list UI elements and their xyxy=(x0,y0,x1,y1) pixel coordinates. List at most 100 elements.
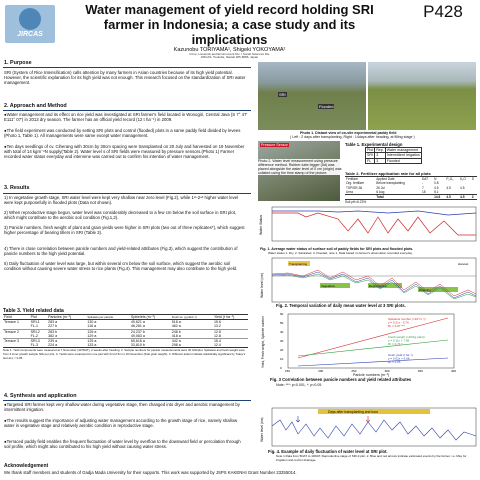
table-2-cell: 7 xyxy=(421,185,424,190)
section-2-heading: 2. Approach and Method xyxy=(4,103,67,109)
fig-1-caption: Fig. 1. Average water status of surface … xyxy=(260,247,414,251)
fig-4-note: Note 1.Data from 5DAT to 19DAT. Reproduc… xyxy=(276,454,467,462)
table-3-cell: 442 a xyxy=(171,339,181,344)
table-2-cell: 3 xyxy=(471,194,474,199)
table-3-cell: 116 a xyxy=(87,324,97,329)
fig-2-stage-label: Reproductive xyxy=(369,284,387,288)
table-3-cell: 49,083 a xyxy=(130,333,145,338)
fig-3-chart: Yield, Fresh weight, Spikelet number 150… xyxy=(261,312,456,373)
table-3-cell: 283 a xyxy=(48,320,58,325)
table-3-cell: Terrace 1 xyxy=(4,320,19,325)
fig-3-ytick: 20 xyxy=(280,348,284,352)
table-3-row: Terrace 3 SRI-3 239 a 125 a 65,616 a 442 a 15.… xyxy=(3,338,248,344)
table-2-cell: 4.5 xyxy=(446,194,451,199)
table-3-cell: FL-2 xyxy=(30,333,38,338)
logo: JIRCAS xyxy=(5,5,55,43)
table-2-header: Applied Date xyxy=(376,177,395,182)
photo-1-label-sri: SRI xyxy=(278,92,287,97)
fig-2-series xyxy=(271,273,477,300)
section-1-heading: 1. Purpose xyxy=(4,60,32,66)
photo-1-right xyxy=(368,62,476,130)
fig-2-stage-label: Ripening xyxy=(419,288,431,292)
authors: Kazunobu TORIYAMA¹, Shigeki YOKOYAMA² xyxy=(173,47,286,53)
fig-1-frame xyxy=(271,206,477,242)
fig-3-fit-line xyxy=(297,339,449,357)
section-2-bullet-1: ●Water management and its effect on rice… xyxy=(4,112,248,122)
photo-2-label: Pressure Sensor xyxy=(260,143,289,147)
fig-1-sri-line xyxy=(272,212,476,236)
table-2-cell: 5.1 xyxy=(434,189,439,194)
fig-1: Water Status Fig. 1. Average water statu… xyxy=(258,205,478,257)
photo-1-caption: Photo 1. Distant view of on-site experim… xyxy=(300,131,397,135)
fig-3-ytick: 60 xyxy=(280,312,284,316)
table-1-cell: 3 xyxy=(374,157,386,164)
fig-1-chart: Water Status xyxy=(259,206,477,242)
table-2-cell: 4.5 xyxy=(460,194,465,199)
table-3-cell: 65,616 a xyxy=(130,339,145,344)
table-3-header: Plot xyxy=(30,315,37,319)
table-3-cell: 246 b xyxy=(171,329,181,334)
table-2-grid: Fertilizer Applied Date DAT N P₂O₅ K₂O S… xyxy=(345,176,477,201)
fig-1-flooded-line xyxy=(272,210,477,216)
affiliation-1: ¹Crop, Livestock and Environment Div. ² … xyxy=(189,52,270,56)
table-2-cell: Total xyxy=(376,194,384,199)
fig-4-banner-label: Days after transplanting and hour xyxy=(328,410,379,414)
table-2-cell: Before transplanting xyxy=(376,181,405,186)
fig-3: Yield, Fresh weight, Spikelet number 150… xyxy=(258,312,478,387)
table-2-title: Table 2. Fertilizer application rate for… xyxy=(345,171,431,176)
table-3-cell: 239 a xyxy=(48,339,58,344)
table-3-grid: Field Plot Panicles (m⁻²) Spikelets per … xyxy=(3,314,248,349)
table-2-note: Soil pH=6.23% xyxy=(345,200,367,205)
table-3-header: Spikelets (m⁻²) xyxy=(130,315,155,319)
fig-4-banner xyxy=(318,409,430,414)
fig-2-stage-band xyxy=(320,283,350,288)
table-1-cell: Flooded xyxy=(384,157,422,164)
table-3-header: Yield (t ha⁻¹) xyxy=(213,315,235,319)
section-4-bullet-3: ●Terraced paddy field enables the freque… xyxy=(4,439,241,449)
result-4: 4) There is close correlation between pa… xyxy=(4,246,238,256)
table-3-cell: 130 a xyxy=(87,320,97,325)
table-2-cell: Urea xyxy=(346,189,353,194)
fig-4: Days after transplanting and hour Water … xyxy=(258,406,478,464)
result-2: 2) When reproductive stage begun, water … xyxy=(4,210,237,220)
fig-2-stage-label: Harvest xyxy=(458,262,469,266)
table-3: Table 3. Yield related data Field Plot P… xyxy=(3,308,251,360)
table-1-header: Water management xyxy=(384,147,422,154)
table-3-cell: SRI-2 xyxy=(30,329,40,334)
section-2-rule xyxy=(3,110,251,111)
result-1: 1) In vegetative growth stage, SRI water… xyxy=(4,195,239,205)
fig-3-series-label: R² = 0.65 xyxy=(388,360,401,364)
photo-1-note: ( Left : 2 days after transplanting, Rig… xyxy=(290,135,415,139)
table-3-cell: 382 a xyxy=(48,333,58,338)
fig-3-xtick: 350 xyxy=(418,369,423,373)
fig-2-frame xyxy=(271,257,477,303)
table-2-header: Fertilizer xyxy=(346,177,359,182)
poster-id: P428 xyxy=(423,2,463,21)
table-2-cell xyxy=(345,194,375,199)
table-2-header: K₂O xyxy=(460,177,466,182)
fig-3-xtick: 200 xyxy=(318,369,323,373)
table-3-header: Fresh wt. (g plant⁻¹) xyxy=(171,315,197,319)
section-1-text: SRI (System of Rice Intensification) cal… xyxy=(4,70,246,85)
table-3-cell: 418 a xyxy=(171,333,181,338)
fig-2-ylabel: Water level (cm) xyxy=(260,273,264,298)
irrigation-arrow-icon xyxy=(295,416,301,423)
table-3-cell xyxy=(3,343,30,348)
fig-2-stage-band xyxy=(418,287,458,292)
table-2-cell: 4.5 xyxy=(434,185,439,190)
table-3-cell: Terrace 2 xyxy=(4,329,19,334)
table-3-row: Terrace 1 SRI-1 283 a 130 a 49,621 a 518 a 15.… xyxy=(3,320,248,325)
table-2-cell: 14.6 xyxy=(434,194,441,199)
table-2-cell: 4.5 xyxy=(460,185,465,190)
ack-text: We thank staff members and students of G… xyxy=(4,470,297,475)
table-3-title: Table 3. Yield related data xyxy=(3,308,64,314)
fig-2-stage-band xyxy=(288,261,310,266)
table-3-cell: 33,810 b xyxy=(130,343,145,348)
table-3-cell: 227 b xyxy=(48,324,58,329)
section-3-heading: 3. Results xyxy=(4,185,30,191)
table-2-cell: 26 Jul xyxy=(376,185,385,190)
table-1-grid: Plot Rep. Water management SRI 3 Intermi… xyxy=(364,147,422,164)
table-3-row: FL-3 224 a 133 a 33,810 b 298 a 12.4 xyxy=(3,343,248,348)
photo-1-left: SRI Flooded xyxy=(258,62,366,130)
table-3-cell: 283 b xyxy=(48,329,58,334)
